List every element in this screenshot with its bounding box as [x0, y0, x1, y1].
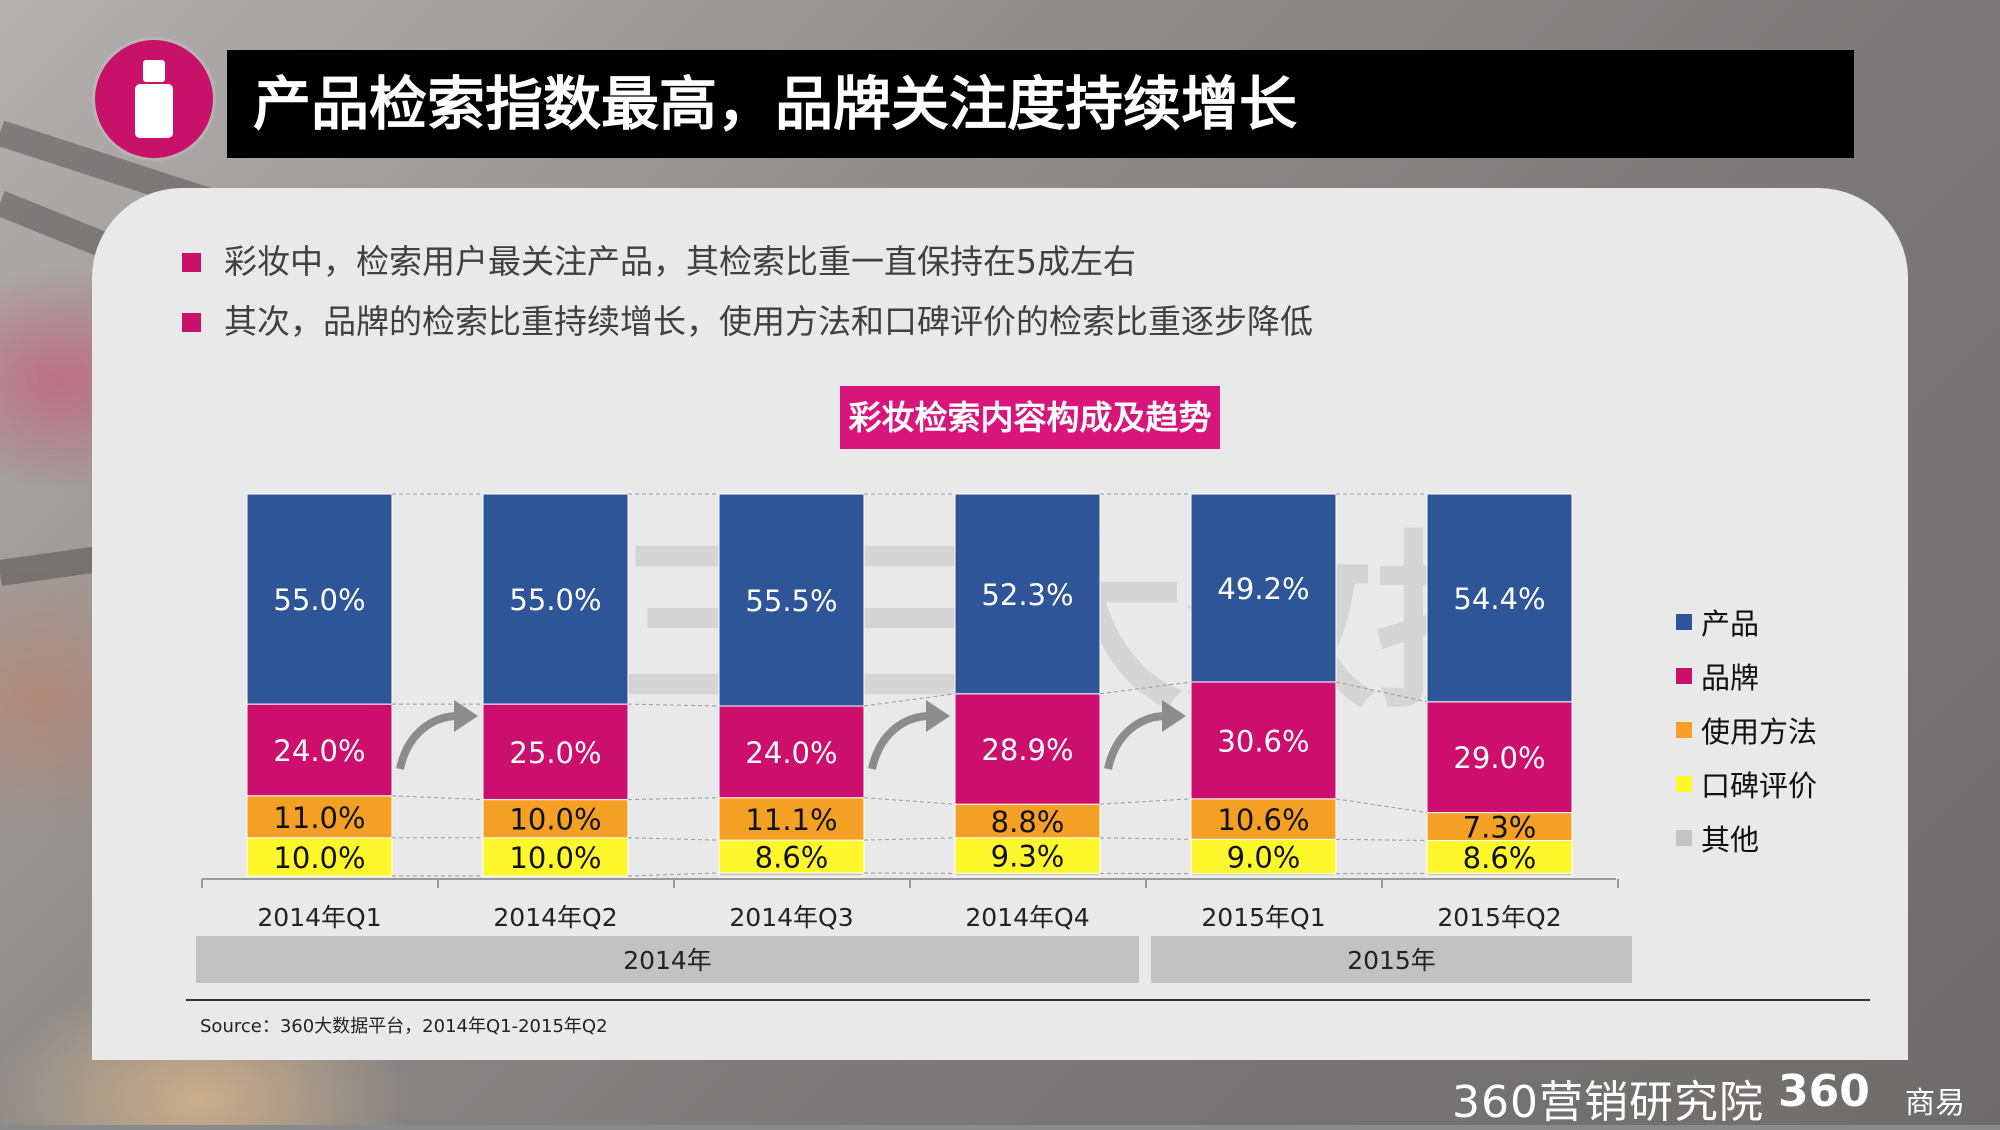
data-label: 9.3% [991, 840, 1065, 874]
legend-swatch [1676, 776, 1692, 792]
legend-swatch [1676, 722, 1692, 738]
x-tick-label: 2015年Q2 [1437, 903, 1561, 932]
series-connector [628, 838, 719, 840]
data-label: 8.8% [991, 805, 1065, 839]
series-connector [1336, 799, 1427, 813]
legend-label: 其他 [1701, 823, 1759, 857]
series-connector [1100, 838, 1191, 840]
data-label: 8.6% [755, 841, 829, 875]
legend-label: 产品 [1701, 607, 1759, 641]
data-label: 49.2% [1217, 572, 1309, 606]
data-label: 10.6% [1217, 803, 1309, 837]
legend-swatch [1676, 668, 1692, 684]
data-label: 55.0% [509, 583, 601, 617]
legend-label: 口碑评价 [1701, 769, 1817, 803]
data-label: 9.0% [1227, 841, 1301, 875]
x-group-label: 2015年 [1347, 946, 1436, 975]
x-tick-label: 2014年Q1 [257, 903, 381, 932]
data-label: 55.0% [273, 583, 365, 617]
legend-swatch [1676, 614, 1692, 630]
x-tick-label: 2014年Q4 [965, 903, 1089, 932]
data-label: 11.0% [273, 801, 365, 835]
x-tick-label: 2014年Q3 [729, 903, 853, 932]
data-label: 54.4% [1453, 582, 1545, 616]
legend-swatch [1676, 830, 1692, 846]
data-label: 24.0% [273, 734, 365, 768]
data-label: 7.3% [1463, 811, 1537, 845]
legend-label: 使用方法 [1701, 715, 1817, 749]
data-label: 55.5% [745, 584, 837, 618]
brand-sub: 商易 [1905, 1078, 1965, 1122]
brand-name: 360营销研究院 [1452, 1066, 1764, 1130]
curved-arrow-icon [454, 700, 478, 732]
x-tick-label: 2015年Q1 [1201, 903, 1325, 932]
x-group-label: 2014年 [623, 946, 712, 975]
curved-arrow-icon [400, 716, 458, 769]
data-label: 24.0% [745, 736, 837, 770]
brand-logo: 360 [1778, 1066, 1870, 1117]
series-connector [864, 798, 955, 804]
series-connector [628, 798, 719, 800]
data-label: 30.6% [1217, 724, 1309, 758]
data-label: 52.3% [981, 578, 1073, 612]
data-label: 8.6% [1463, 841, 1537, 875]
data-label: 28.9% [981, 733, 1073, 767]
series-connector [1336, 839, 1427, 840]
legend-label: 品牌 [1701, 661, 1759, 695]
data-label: 29.0% [1453, 741, 1545, 775]
series-connector [628, 873, 719, 876]
data-label: 10.0% [509, 841, 601, 875]
data-label: 10.0% [509, 803, 601, 837]
data-label: 11.1% [745, 803, 837, 837]
series-connector [864, 838, 955, 840]
series-connector [1100, 799, 1191, 804]
data-label: 25.0% [509, 736, 601, 770]
data-label: 10.0% [273, 841, 365, 875]
series-connector [392, 796, 483, 800]
x-tick-label: 2014年Q2 [493, 903, 617, 932]
